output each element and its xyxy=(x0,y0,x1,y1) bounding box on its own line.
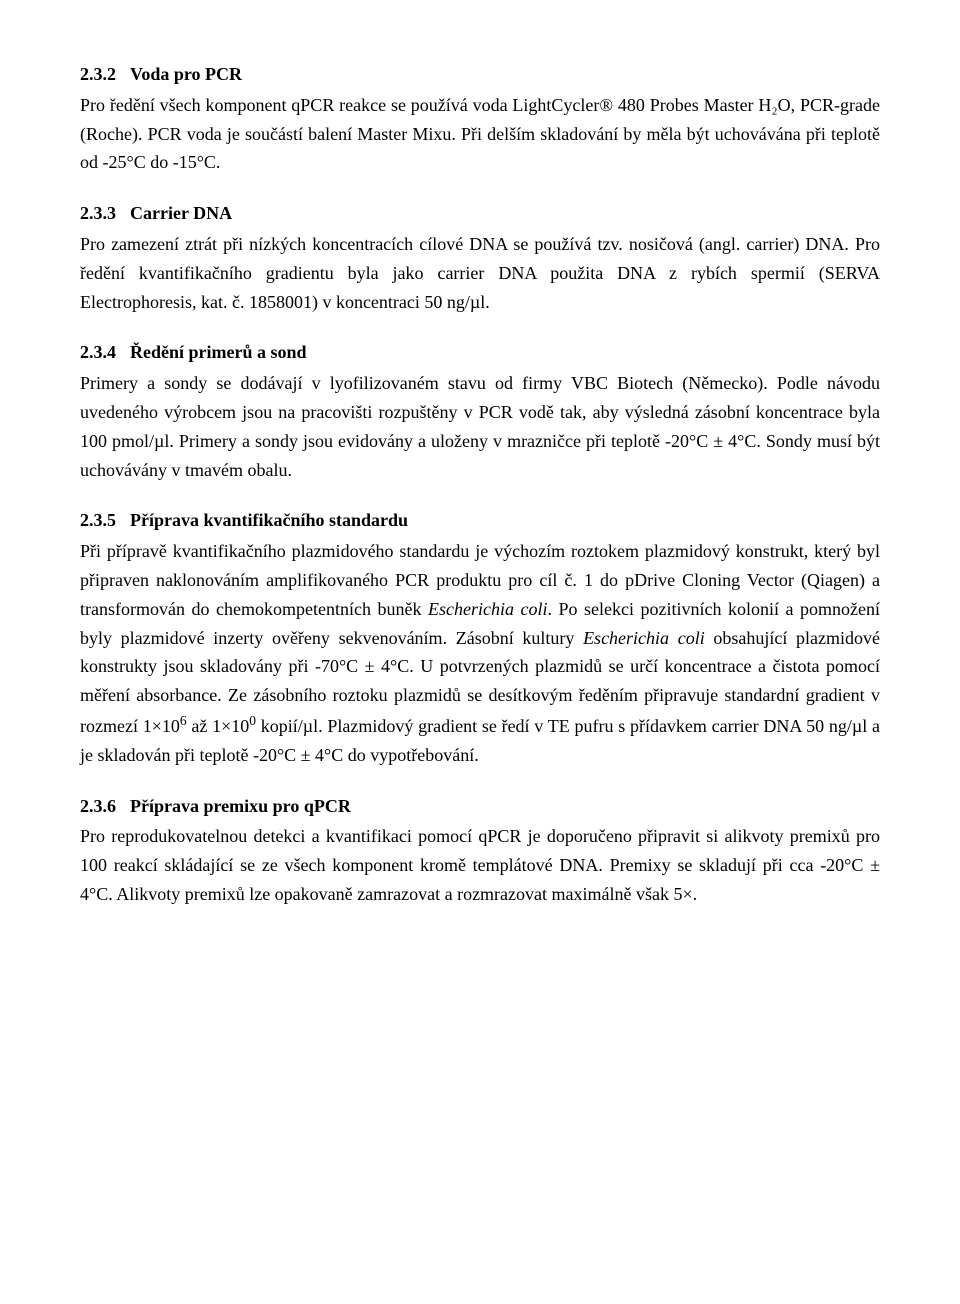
body-235: Při přípravě kvantifikačního plazmidovéh… xyxy=(80,537,880,769)
body-233: Pro zamezení ztrát při nízkých koncentra… xyxy=(80,230,880,316)
body-232: Pro ředění všech komponent qPCR reakce s… xyxy=(80,91,880,177)
section-234: 2.3.4 Ředění primerů a sond Primery a son… xyxy=(80,338,880,484)
heading-number: 2.3.6 xyxy=(80,792,116,821)
italic-species: Escherichia coli xyxy=(428,599,547,619)
section-236: 2.3.6 Příprava premixu pro qPCR Pro repro… xyxy=(80,792,880,909)
heading-title: Příprava kvantifikačního standardu xyxy=(130,510,408,530)
heading-232: 2.3.2 Voda pro PCR xyxy=(80,60,880,89)
section-233: 2.3.3 Carrier DNA Pro zamezení ztrát při … xyxy=(80,199,880,316)
heading-number: 2.3.4 xyxy=(80,338,116,367)
heading-234: 2.3.4 Ředění primerů a sond xyxy=(80,338,880,367)
section-235: 2.3.5Příprava kvantifikačního standardu … xyxy=(80,506,880,769)
heading-number: 2.3.5 xyxy=(80,506,116,535)
superscript: 0 xyxy=(249,713,256,728)
heading-number: 2.3.2 xyxy=(80,60,116,89)
heading-233: 2.3.3 Carrier DNA xyxy=(80,199,880,228)
heading-title: Carrier DNA xyxy=(130,203,232,223)
body-236: Pro reprodukovatelnou detekci a kvantifi… xyxy=(80,822,880,908)
text-part: až 1×10 xyxy=(187,716,250,736)
section-232: 2.3.2 Voda pro PCR Pro ředění všech kompo… xyxy=(80,60,880,177)
heading-title: Ředění primerů a sond xyxy=(130,342,307,362)
heading-235: 2.3.5 Příprava kvantifikačního standardu xyxy=(80,506,880,535)
body-234: Primery a sondy se dodávají v lyofilizov… xyxy=(80,369,880,484)
heading-title: Příprava premixu pro qPCR xyxy=(130,796,351,816)
italic-species: Escherichia coli xyxy=(583,628,705,648)
heading-number: 2.3.3 xyxy=(80,199,116,228)
superscript: 6 xyxy=(180,713,187,728)
heading-236: 2.3.6 Příprava premixu pro qPCR xyxy=(80,792,880,821)
heading-title: Voda pro PCR xyxy=(130,64,242,84)
